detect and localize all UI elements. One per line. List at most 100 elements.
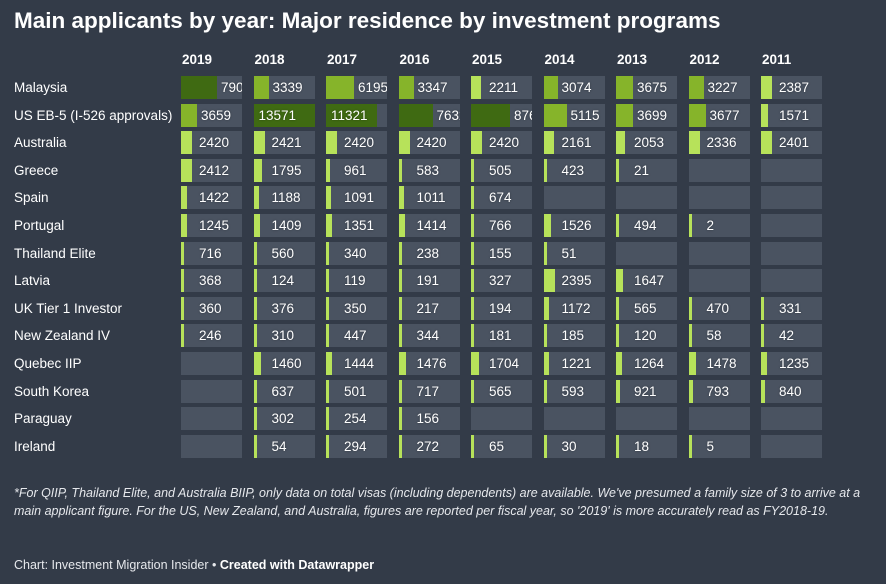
cell-value: 501 — [344, 383, 367, 399]
cell-value: 7904 — [221, 80, 242, 95]
cell-value: 2421 — [271, 135, 302, 151]
value-bar — [398, 103, 433, 127]
cell-value: 583 — [416, 162, 440, 178]
value-bar — [616, 379, 620, 403]
cell-value: 1571 — [779, 107, 810, 123]
value-bar — [253, 324, 257, 348]
value-bar — [326, 324, 329, 348]
cell-value: 238 — [416, 245, 440, 261]
cell-value: 2420 — [199, 135, 230, 151]
cell-value: 340 — [344, 245, 367, 261]
cell-value: 360 — [199, 300, 222, 316]
value-bar — [398, 131, 410, 155]
cell-value: 1414 — [416, 218, 447, 233]
table-cell: 217 — [398, 296, 460, 320]
source-line: Chart: Investment Migration Insider • Cr… — [14, 558, 374, 572]
footnote: *For QIIP, Thailand Elite, and Australia… — [14, 486, 861, 518]
cell-value: 793 — [706, 383, 730, 399]
value-bar — [253, 379, 257, 403]
value-bar — [543, 379, 547, 403]
table-cell: 793 — [688, 379, 750, 403]
value-bar — [253, 352, 261, 375]
table-cell — [761, 241, 822, 265]
table-cell: 302 — [253, 407, 315, 431]
value-bar — [253, 241, 257, 265]
cell-value: 1235 — [779, 356, 810, 371]
cell-value: 8761 — [514, 107, 532, 123]
cell-value: 310 — [271, 328, 295, 344]
value-bar — [471, 241, 474, 265]
value-bar — [253, 131, 265, 155]
cell-value: 294 — [344, 438, 367, 454]
cell-value: 5 — [706, 438, 715, 454]
table-cell — [761, 434, 822, 458]
value-bar — [181, 131, 192, 155]
value-bar — [616, 158, 619, 182]
table-cell: 1526 — [543, 214, 605, 237]
cell-value: 181 — [489, 328, 512, 344]
table-cell: 254 — [326, 407, 387, 431]
value-bar — [326, 241, 329, 265]
created-with-link[interactable]: Created with Datawrapper — [219, 558, 375, 572]
table-cell: 2336 — [688, 131, 750, 155]
value-bar — [616, 103, 633, 127]
cell-value: 593 — [561, 383, 585, 399]
value-bar — [471, 103, 510, 127]
year-header: 2019 — [182, 52, 213, 67]
value-bar — [181, 296, 184, 320]
cell-value: 30 — [561, 438, 577, 454]
table-cell — [181, 352, 242, 375]
country-label: Australia — [14, 135, 67, 151]
value-bar — [471, 324, 474, 348]
value-bar — [471, 131, 482, 155]
table-cell: 717 — [398, 379, 460, 403]
value-bar — [398, 76, 414, 99]
cell-value: 717 — [416, 383, 440, 399]
table-cell: 1476 — [398, 352, 460, 375]
cell-value: 423 — [561, 162, 585, 178]
table-cell: 7632 — [398, 103, 460, 127]
table-cell: 13571 — [253, 103, 315, 127]
table-cell: 2401 — [761, 131, 822, 155]
table-cell: 5115 — [543, 103, 605, 127]
table-cell — [688, 407, 750, 431]
value-bar — [326, 131, 337, 155]
country-label: Ireland — [14, 438, 56, 454]
cell-value: 2336 — [706, 135, 737, 151]
table-cell — [543, 186, 605, 210]
table-cell: 423 — [543, 158, 605, 182]
value-bar — [326, 186, 331, 210]
table-cell: 119 — [326, 269, 387, 293]
table-cell: 2161 — [543, 131, 605, 155]
value-bar — [398, 434, 402, 458]
value-bar — [326, 76, 354, 99]
table-cell: 7904 — [181, 76, 242, 99]
cell-value: 6195 — [358, 80, 387, 95]
value-bar — [326, 296, 329, 320]
table-cell: 1444 — [326, 352, 387, 375]
table-cell — [688, 186, 750, 210]
table-cell: 1478 — [688, 352, 750, 375]
table-cell: 2420 — [326, 131, 387, 155]
value-bar — [471, 434, 474, 458]
cell-value: 120 — [634, 328, 657, 344]
cell-value: 565 — [489, 383, 512, 399]
table-cell: 716 — [181, 241, 242, 265]
table-cell: 593 — [543, 379, 605, 403]
value-bar — [181, 186, 187, 210]
cell-value: 1476 — [416, 356, 447, 371]
value-bar — [181, 214, 187, 237]
country-label: Malaysia — [14, 80, 68, 95]
table-cell: 1409 — [253, 214, 315, 237]
cell-value: 1011 — [416, 190, 446, 206]
value-bar — [181, 269, 184, 293]
table-cell: 1245 — [181, 214, 242, 237]
cell-value: 272 — [416, 438, 440, 454]
table-cell: 3339 — [253, 76, 315, 99]
table-cell: 155 — [471, 241, 532, 265]
value-bar — [398, 186, 404, 210]
value-bar — [398, 407, 402, 431]
table-cell — [616, 407, 677, 431]
value-bar — [253, 434, 257, 458]
table-cell: 3659 — [181, 103, 242, 127]
